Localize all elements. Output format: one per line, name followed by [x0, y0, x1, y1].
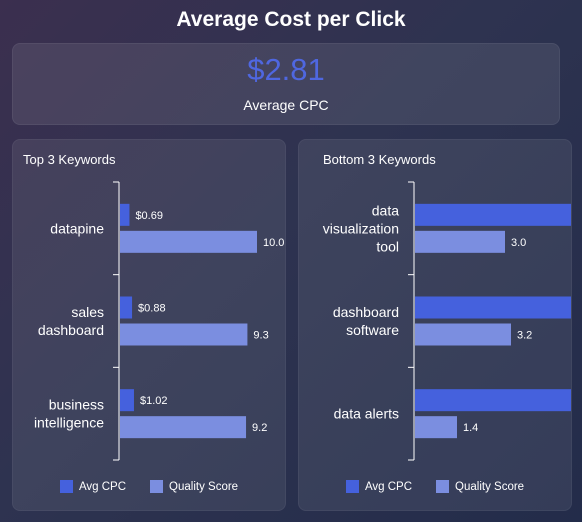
- legend-item-avg-cpc[interactable]: Avg CPC: [59, 480, 127, 493]
- bottom-keywords-chart: datavisualizationtool$18.263.0dashboards…: [323, 181, 571, 461]
- quality-score-data-label: 9.2: [252, 422, 267, 434]
- top-keywords-chart: datapine $0.69 10.0 sales dashboard $0.88 9.3 b…: [34, 181, 284, 461]
- top-keywords-legend: Avg CPC Quality Score: [13, 480, 285, 493]
- category-label: data: [372, 202, 399, 218]
- top-keywords-panel: Top 3 Keywords datapine $0.69 10.0 sales das…: [12, 139, 286, 511]
- legend-item-avg-cpc[interactable]: Avg CPC: [345, 480, 413, 493]
- legend-label-avg-cpc: Avg CPC: [78, 480, 127, 493]
- avg-cpc-swatch: [345, 480, 359, 493]
- quality-score-data-label: 1.4: [463, 422, 478, 434]
- quality-score-data-label: 3.0: [511, 237, 526, 249]
- quality-score-data-label: 10.0: [263, 237, 284, 249]
- avg-cpc-data-label: $1.02: [140, 395, 168, 407]
- legend-item-quality-score[interactable]: Quality Score: [150, 480, 238, 493]
- category-label: tool: [376, 238, 399, 254]
- quality-score-swatch: [150, 480, 164, 493]
- category-label: visualization: [323, 220, 399, 236]
- quality-score-bar: [415, 230, 505, 253]
- kpi-label: Average CPC: [243, 97, 329, 113]
- category-label: business: [49, 397, 104, 413]
- category-label: datapine: [50, 220, 104, 236]
- kpi-card: $2.81 Average CPC: [12, 43, 560, 125]
- category-label: dashboard: [38, 322, 104, 338]
- quality-score-bar: [120, 416, 247, 439]
- avg-cpc-bar: [415, 296, 571, 319]
- category-label: data alerts: [334, 406, 399, 422]
- category-label: dashboard: [333, 304, 399, 320]
- quality-score-data-label: 9.3: [253, 330, 268, 342]
- category-label: sales: [71, 304, 104, 320]
- top-keywords-title: Top 3 Keywords: [23, 152, 116, 167]
- quality-score-bar: [120, 230, 257, 253]
- legend-label-quality-score: Quality Score: [455, 480, 525, 493]
- quality-score-data-label: 3.2: [517, 330, 532, 342]
- kpi-value: $2.81: [247, 52, 325, 87]
- category-label: intelligence: [34, 415, 104, 431]
- quality-score-swatch: [436, 480, 450, 493]
- legend-label-avg-cpc: Avg CPC: [364, 480, 413, 493]
- bottom-keywords-panel: Bottom 3 Keywords datavisualizationtool$…: [298, 139, 572, 511]
- quality-score-bar: [415, 416, 457, 439]
- avg-cpc-swatch: [59, 480, 73, 493]
- avg-cpc-bar: [120, 296, 133, 319]
- avg-cpc-bar: [415, 389, 571, 412]
- legend-label-quality-score: Quality Score: [169, 480, 239, 493]
- category-label: software: [346, 322, 399, 338]
- avg-cpc-bar: [120, 389, 134, 412]
- avg-cpc-data-label: $0.88: [138, 303, 166, 315]
- avg-cpc-bar: [120, 203, 130, 226]
- bottom-keywords-legend: Avg CPC Quality Score: [299, 480, 571, 493]
- avg-cpc-data-label: $0.69: [135, 210, 163, 222]
- quality-score-bar: [120, 323, 248, 346]
- avg-cpc-bar: [415, 203, 571, 226]
- bottom-keywords-title: Bottom 3 Keywords: [323, 152, 436, 167]
- quality-score-bar: [415, 323, 511, 346]
- page-title: Average Cost per Click: [176, 8, 406, 31]
- legend-item-quality-score[interactable]: Quality Score: [436, 480, 524, 493]
